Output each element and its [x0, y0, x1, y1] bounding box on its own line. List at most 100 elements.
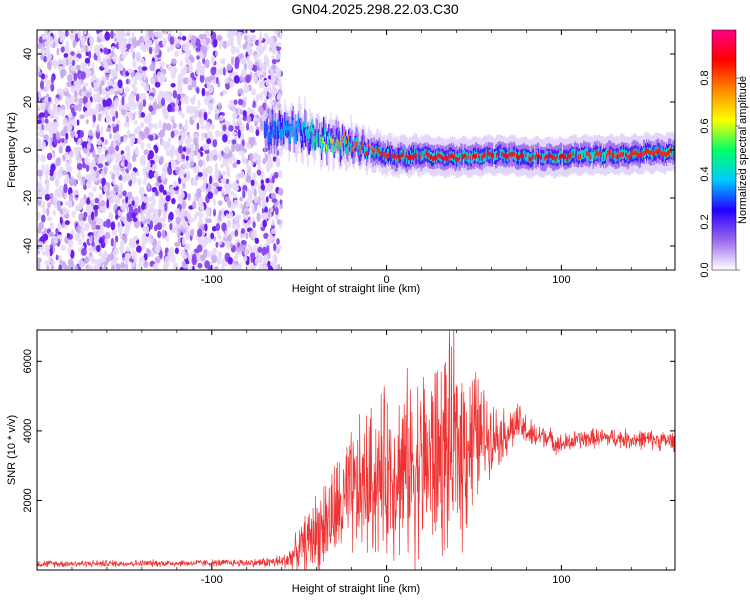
noise-blob [171, 197, 176, 205]
noise-blob [130, 45, 135, 54]
noise-blob [275, 72, 280, 79]
noise-blob [48, 53, 53, 60]
noise-blob [250, 30, 256, 33]
noise-blob [254, 202, 258, 212]
noise-blob [234, 264, 241, 270]
noise-blob [193, 195, 197, 201]
noise-blob [215, 50, 218, 57]
noise-blob [196, 152, 201, 160]
noise-blob [67, 247, 72, 256]
noise-blob [104, 139, 108, 145]
noise-blob [101, 254, 107, 263]
noise-blob [264, 206, 268, 213]
noise-blob [279, 203, 284, 210]
noise-blob [127, 68, 134, 74]
noise-blob [52, 196, 58, 205]
noise-blob [149, 235, 154, 245]
noise-blob [193, 132, 200, 139]
noise-blob [131, 154, 137, 162]
noise-blob [200, 124, 205, 130]
noise-blob [45, 174, 49, 182]
noise-blob [71, 210, 76, 218]
noise-blob [242, 255, 248, 262]
noise-blob [279, 199, 283, 205]
noise-blob [41, 214, 46, 223]
noise-blob [208, 102, 214, 112]
noise-blob [52, 59, 58, 70]
noise-blob [252, 244, 259, 255]
noise-blob [235, 250, 239, 260]
noise-blob [73, 146, 79, 153]
noise-blob [183, 94, 189, 103]
noise-blob [38, 90, 42, 99]
noise-blob [182, 220, 188, 229]
noise-blob [119, 232, 123, 239]
noise-blob [246, 175, 252, 184]
noise-blob [100, 126, 103, 136]
noise-blob [232, 162, 238, 169]
noise-blob [53, 104, 58, 114]
noise-blob [227, 103, 232, 110]
noise-blob [185, 155, 189, 161]
noise-blob [91, 170, 97, 179]
noise-blob [163, 111, 169, 120]
noise-blob [82, 176, 86, 186]
colorbar: 0.0 0.2 0.4 0.6 0.8 Normalized spectral ampl… [699, 29, 749, 278]
noise-blob [159, 94, 163, 100]
noise-blob [118, 186, 122, 195]
noise-blob [131, 241, 137, 248]
noise-blob [88, 50, 92, 60]
noise-blob [267, 159, 273, 169]
noise-blob [177, 73, 184, 83]
noise-blob [91, 159, 96, 167]
spectrogram-noise-layer [37, 30, 284, 270]
noise-blob [241, 57, 245, 62]
noise-blob [190, 228, 195, 236]
noise-blob [106, 97, 112, 107]
noise-blob [81, 233, 85, 240]
noise-blob [153, 72, 157, 79]
noise-blob [55, 254, 59, 261]
noise-blob [169, 185, 175, 193]
noise-blob [271, 198, 278, 203]
noise-blob [140, 121, 145, 129]
spectrogram-y-axis-title: Frequency (Hz) [6, 112, 18, 188]
noise-blob [234, 229, 239, 237]
noise-blob [170, 254, 176, 264]
noise-blob [96, 138, 102, 146]
noise-blob [249, 153, 254, 162]
noise-blob [66, 97, 71, 106]
noise-blob [248, 219, 252, 225]
noise-blob [255, 129, 260, 137]
noise-blob [211, 247, 217, 256]
noise-blob [148, 169, 154, 179]
noise-blob [85, 51, 90, 57]
noise-blob [179, 170, 183, 179]
noise-blob [87, 265, 94, 270]
noise-blob [188, 66, 193, 73]
noise-blob [115, 171, 121, 178]
noise-blob [185, 243, 191, 251]
noise-blob [141, 202, 146, 211]
noise-blob [86, 142, 91, 151]
noise-blob [70, 66, 76, 72]
noise-blob [166, 30, 173, 33]
noise-blob [148, 46, 153, 55]
noise-blob [47, 137, 52, 146]
noise-blob [83, 30, 87, 35]
noise-blob [62, 261, 66, 268]
noise-blob [99, 200, 106, 207]
noise-blob [172, 122, 177, 129]
noise-blob [263, 73, 267, 78]
noise-blob [199, 202, 204, 210]
noise-blob [84, 256, 89, 264]
noise-blob [227, 183, 234, 190]
noise-blob [221, 170, 227, 176]
noise-blob [115, 214, 119, 220]
noise-blob [182, 146, 187, 152]
y-tick-label: -40 [22, 238, 34, 254]
noise-blob [113, 32, 117, 38]
noise-blob [115, 156, 120, 164]
noise-blob [256, 169, 262, 176]
